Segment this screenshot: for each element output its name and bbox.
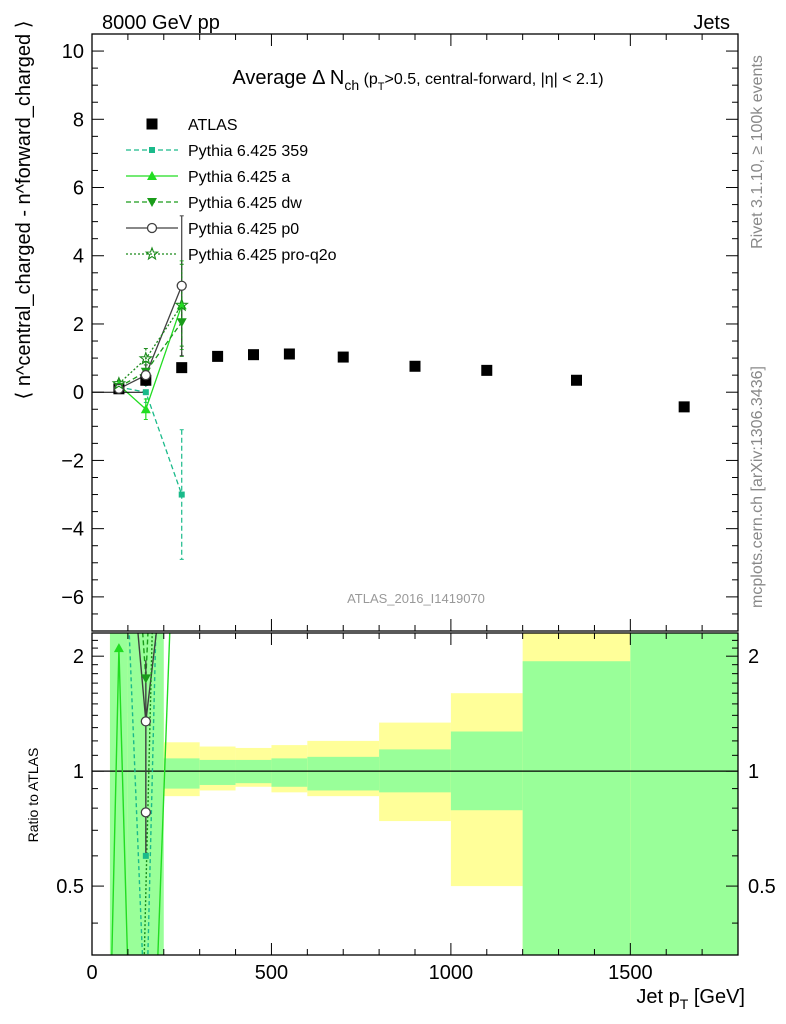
legend-label-pa: Pythia 6.425 a	[188, 169, 290, 186]
ratio-band-green	[630, 633, 738, 955]
marker-pq2o	[111, 376, 127, 390]
ratio-line-p359	[128, 633, 144, 955]
marker-pq2o	[138, 351, 153, 365]
y-tick-label: −4	[61, 519, 84, 541]
ratio-band-green	[163, 758, 200, 789]
mcplots-label: mcplots.cern.ch [arXiv:1306.3436]	[749, 366, 766, 608]
data-point	[481, 364, 493, 376]
y-tick-label: 6	[73, 178, 84, 200]
ratio-tick-label: 1	[73, 761, 84, 783]
ratio-tick-label: 2	[73, 646, 84, 668]
x-tick-label: 500	[255, 962, 288, 984]
legend-label-pq2o: Pythia 6.425 pro-q2o	[188, 247, 337, 264]
ratio-tick-label-right: 2	[748, 646, 759, 668]
axis-ticks: −6 −4 −2 0 2 4 6 8 10 0 500 1000 1500 0.5 0.5 1 1 2 2	[56, 33, 776, 984]
y-tick-label: −6	[61, 587, 84, 609]
ratio-marker-pp0	[140, 716, 151, 727]
data-point	[409, 360, 421, 372]
ratio-marker-pdw	[140, 674, 151, 684]
y-tick-label: 4	[73, 246, 84, 268]
x-tick-label: 1500	[608, 962, 653, 984]
legend-marker-pa	[147, 171, 157, 180]
ratio-band-green	[109, 633, 128, 955]
marker-p359	[178, 491, 185, 498]
ratio-marker-pa	[113, 643, 124, 653]
ratio-line-p359	[147, 633, 157, 955]
data-point	[176, 362, 188, 374]
marker-pdw	[176, 318, 187, 328]
x-tick-label: 1000	[429, 962, 474, 984]
ratio-marker-pp0	[140, 807, 151, 818]
legend-label-data: ATLAS	[188, 117, 238, 134]
analysis-id: ATLAS_2016_I1419070	[347, 591, 485, 606]
data-point	[571, 374, 582, 386]
header-right: Jets	[693, 12, 730, 34]
ratio-band-green	[199, 759, 236, 785]
legend-marker-p359	[149, 147, 155, 153]
x-axis-label: Jet pT [GeV]	[636, 986, 745, 1012]
legend-marker-pdw	[147, 198, 157, 207]
y-tick-label: 2	[73, 314, 84, 336]
ratio-line-pa	[157, 633, 171, 955]
ratio-band-green	[271, 758, 308, 787]
series-line-p359	[118, 386, 183, 495]
ratio-band-green	[307, 756, 380, 791]
y-tick-label: 0	[73, 382, 84, 404]
legend-label-pdw: Pythia 6.425 dw	[188, 195, 302, 212]
main-plot-data	[92, 215, 690, 560]
ratio-bands	[109, 633, 738, 955]
data-point	[283, 348, 295, 360]
data-point	[212, 350, 224, 362]
legend-label-pp0: Pythia 6.425 p0	[188, 221, 299, 238]
plot-title: Average Δ Nch (pT>0.5, central-forward, …	[232, 67, 603, 93]
legend-label-p359: Pythia 6.425 359	[188, 143, 308, 160]
marker-pp0	[176, 280, 187, 291]
rivet-label: Rivet 3.1.10, ≥ 100k events	[749, 55, 766, 249]
ratio-band-green	[522, 661, 631, 955]
series-line-pq2o	[118, 304, 183, 385]
series-line-pdw	[118, 321, 183, 388]
ratio-tick-label-right: 1	[748, 761, 759, 783]
legend-marker-data	[146, 118, 158, 130]
ratio-y-axis-label: Ratio to ATLAS	[25, 748, 41, 843]
marker-pa	[140, 404, 151, 414]
header-left: 8000 GeV pp	[102, 12, 220, 34]
data-point	[337, 351, 349, 363]
marker-p359	[142, 389, 149, 396]
ratio-line-pq2o	[143, 633, 153, 955]
ratio-marker-p359	[142, 852, 149, 859]
y-tick-label: 8	[73, 109, 84, 131]
ratio-plot-data	[92, 633, 738, 955]
marker-pp0	[113, 383, 125, 394]
y-tick-label: 10	[62, 41, 84, 63]
marker-pq2o	[174, 297, 189, 312]
data-point	[248, 349, 259, 361]
x-tick-label: 0	[86, 962, 97, 984]
ratio-tick-label: 0.5	[56, 876, 84, 898]
y-axis-label: ⟨ n^central_charged - n^forward_charged …	[13, 20, 35, 399]
marker-pp0	[140, 369, 151, 381]
legend: ATLAS Pythia 6.425 359 Pythia 6.425 a Pythi…	[126, 117, 337, 264]
ratio-tick-label-right: 0.5	[748, 876, 776, 898]
legend-marker-pq2o	[144, 246, 160, 261]
legend-marker-pp0	[146, 222, 158, 234]
data-point	[678, 401, 690, 413]
y-tick-label: −2	[61, 450, 84, 472]
